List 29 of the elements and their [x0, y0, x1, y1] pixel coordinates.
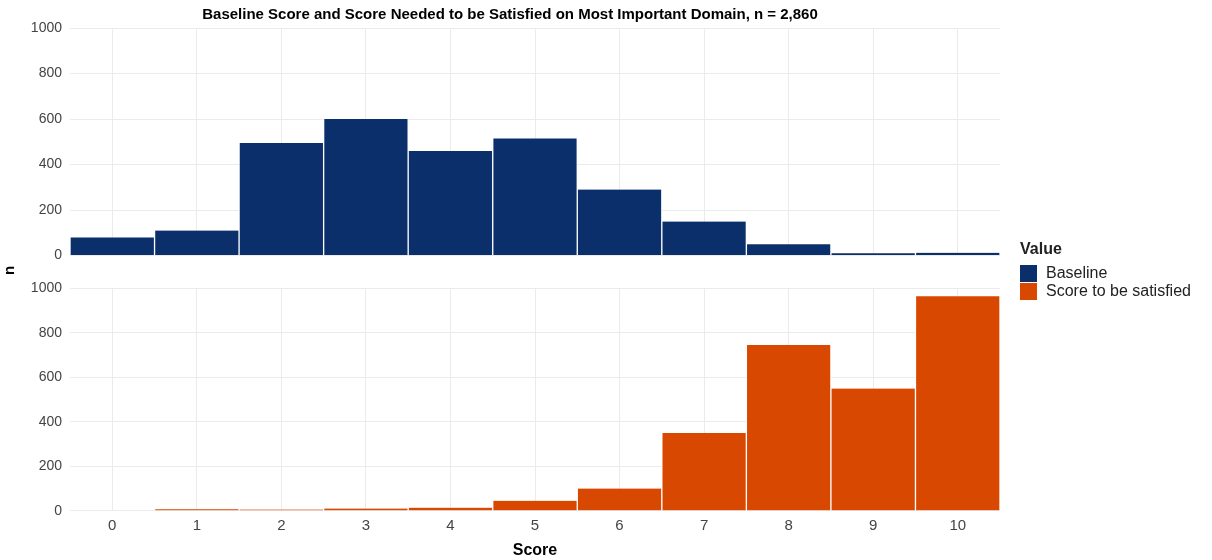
- y-tick-label: 1000: [30, 18, 63, 35]
- y-tick-label: 600: [38, 109, 63, 126]
- x-tick-label: 9: [869, 515, 878, 533]
- x-tick-label: 0: [108, 515, 117, 533]
- y-tick-label: 1000: [30, 279, 63, 296]
- x-tick-label: 3: [361, 515, 371, 533]
- y-tick-label: 0: [54, 501, 63, 518]
- x-tick-label: 7: [699, 515, 709, 533]
- x-tick-label: 2: [277, 515, 286, 533]
- y-tick-label: 400: [38, 155, 63, 172]
- y-tick-label: 800: [38, 323, 63, 340]
- x-axis-title: Score: [512, 540, 558, 558]
- y-tick-label: 200: [38, 457, 63, 474]
- legend-label: Score to be satisfied: [1046, 282, 1191, 300]
- x-tick-label: 5: [530, 515, 540, 533]
- x-tick-label: 8: [784, 515, 793, 533]
- x-tick-label: 6: [615, 515, 624, 533]
- legend-label: Baseline: [1046, 264, 1108, 282]
- y-tick-label: 400: [38, 412, 63, 429]
- y-tick-label: 200: [38, 200, 63, 217]
- y-tick-label: 800: [38, 64, 63, 81]
- legend-title: Value: [1020, 240, 1063, 258]
- y-tick-label: 0: [54, 246, 63, 263]
- y-tick-label: 600: [38, 368, 63, 385]
- x-tick-label: 4: [446, 515, 455, 533]
- y-axis-title: n: [0, 265, 18, 276]
- x-tick-label: 1: [192, 515, 201, 533]
- chart-title: Baseline Score and Score Needed to be Satisfied on Most Important Domain, n = 2,860: [202, 5, 818, 23]
- x-tick-label: 10: [949, 515, 967, 533]
